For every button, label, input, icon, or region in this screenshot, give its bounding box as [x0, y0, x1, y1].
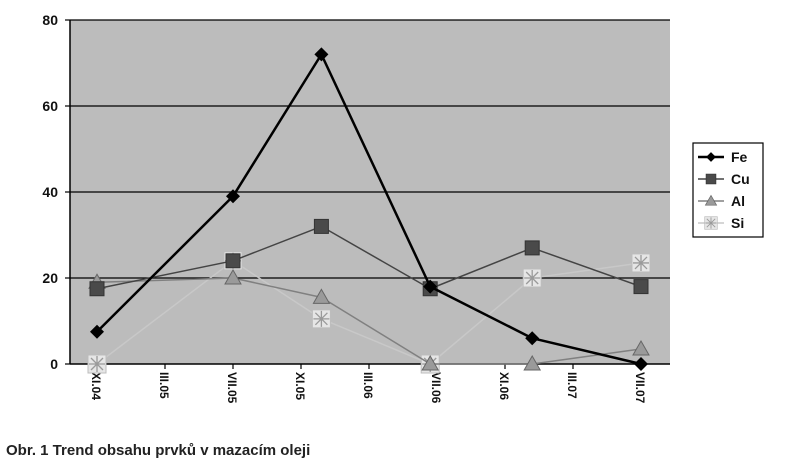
data-point: [522, 268, 542, 288]
legend-item-cu: Cu: [698, 171, 750, 187]
x-tick-label: III.06: [361, 372, 375, 399]
series-fe: [90, 47, 648, 371]
data-point: [704, 194, 718, 206]
data-point: [525, 331, 540, 346]
data-point: [311, 309, 331, 329]
x-tick-label: XI.06: [497, 372, 511, 400]
figure-caption: Obr. 1 Trend obsahu prvků v mazacím olej…: [6, 442, 311, 459]
x-tick-label: XI.05: [293, 372, 307, 400]
legend-label: Fe: [731, 149, 748, 165]
data-point: [423, 279, 438, 294]
y-tick-label: 60: [42, 98, 58, 114]
data-point: [89, 281, 105, 297]
data-point: [523, 354, 542, 371]
y-tick-label: 40: [42, 184, 58, 200]
data-point: [226, 189, 240, 204]
series-line: [96, 277, 642, 365]
legend-label: Cu: [731, 171, 750, 187]
series-al: [88, 268, 650, 371]
x-tick-label: XI.04: [89, 372, 103, 400]
legend: Fe Cu Al Si: [692, 142, 764, 238]
data-point: [312, 288, 331, 304]
legend-label: Al: [731, 193, 745, 209]
x-tick-label: VII.07: [633, 372, 647, 404]
data-point: [524, 240, 540, 256]
data-point: [633, 279, 649, 295]
y-tick-label: 80: [42, 12, 58, 28]
data-point: [90, 324, 104, 339]
gridlines: [70, 19, 670, 279]
x-tick-label: III.05: [157, 372, 171, 399]
series-cu: [89, 218, 649, 297]
data-point: [631, 253, 651, 273]
y-tick-label: 20: [42, 270, 58, 286]
data-point: [314, 47, 329, 62]
legend-label: Si: [731, 215, 744, 231]
data-point: [225, 253, 241, 269]
x-tick-label: VII.06: [429, 372, 443, 404]
data-point: [313, 218, 329, 234]
x-tick-label: III.07: [565, 372, 579, 399]
data-point: [704, 216, 718, 230]
line-chart: 0 20 40 60 80 XI.04 III.05 VII.05 XI.05 III.06 VI…: [42, 12, 764, 404]
series-group: [87, 47, 651, 374]
y-tick-labels: 0 20 40 60 80: [42, 12, 58, 372]
data-point: [87, 354, 107, 374]
data-point: [705, 173, 717, 185]
legend-item-si: Si: [698, 215, 744, 231]
y-tick-label: 0: [50, 356, 58, 372]
legend-item-al: Al: [698, 193, 745, 209]
series-line: [96, 53, 642, 366]
data-point: [421, 354, 440, 371]
series-line: [96, 225, 642, 290]
data-point: [632, 339, 650, 356]
x-tick-labels: XI.04 III.05 VII.05 XI.05 III.06 VII.06 XI.06 I…: [89, 372, 647, 404]
data-point: [224, 268, 242, 285]
x-tick-label: VII.05: [225, 372, 239, 404]
data-point: [634, 357, 648, 371]
